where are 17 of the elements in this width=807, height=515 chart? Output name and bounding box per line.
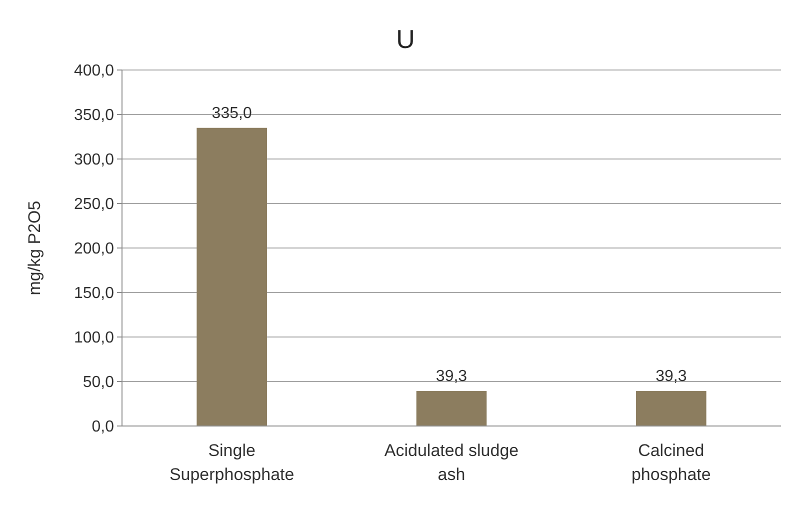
y-tick-label: 350,0: [74, 107, 114, 124]
y-tick-label: 300,0: [74, 152, 114, 169]
chart-title: U: [396, 24, 415, 54]
x-tick-label: Single Superphosphate: [169, 441, 294, 484]
x-tick-label: Acidulated sludge ash: [384, 441, 519, 484]
data-label: 335,0: [212, 104, 252, 122]
data-label: 39,3: [656, 368, 687, 386]
y-tick-label: 400,0: [74, 62, 114, 80]
x-tick-label: Calcined phosphate: [631, 441, 711, 484]
y-axis-title: mg/kg P2O5: [25, 200, 44, 296]
y-tick-label: 250,0: [74, 196, 114, 214]
y-tick-label: 200,0: [74, 240, 114, 258]
y-tick-label: 100,0: [74, 330, 114, 347]
y-tick-label: 50,0: [82, 374, 114, 392]
y-tick-label: 0,0: [92, 418, 114, 436]
y-tick-label: 150,0: [74, 285, 114, 302]
data-label: 39,3: [436, 368, 468, 386]
